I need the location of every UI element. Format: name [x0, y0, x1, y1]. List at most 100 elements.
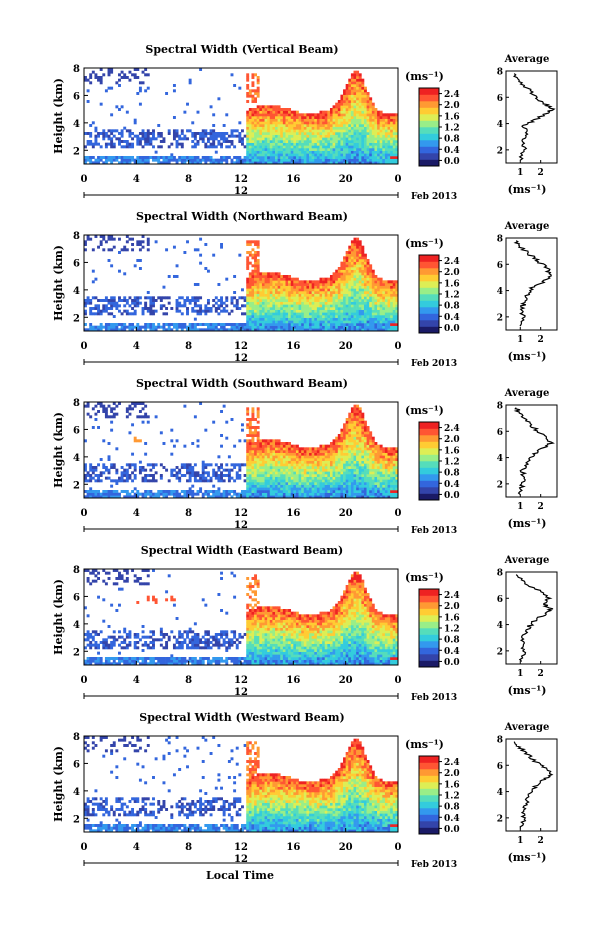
heatmap-cell: [267, 439, 271, 443]
heatmap-cell: [288, 142, 292, 146]
heatmap-cell: [248, 283, 252, 286]
heatmap-cell: [217, 323, 221, 326]
heatmap-cell: [311, 309, 315, 313]
heatmap-cell: [118, 476, 121, 480]
heatmap-cell: [295, 277, 299, 281]
heatmap-cell: [285, 463, 289, 467]
heatmap-cell: [246, 94, 250, 98]
heatmap-cell: [356, 328, 360, 332]
heatmap-cell: [230, 132, 234, 135]
heatmap-cell: [267, 156, 271, 159]
heatmap-cell: [311, 466, 315, 469]
heatmap-cell: [316, 317, 320, 321]
heatmap-cell: [261, 293, 265, 297]
heatmap-cell: [332, 116, 336, 119]
heatmap-cell: [390, 118, 394, 122]
heatmap-cell: [319, 142, 323, 146]
heatmap-cell: [275, 301, 278, 305]
heatmap-cell: [290, 113, 294, 117]
heatmap-cell: [94, 137, 98, 141]
heatmap-cell: [348, 110, 352, 114]
heatmap-cell: [91, 471, 95, 475]
heatmap-cell: [186, 490, 189, 493]
heatmap-cell: [178, 476, 182, 480]
heatmap-cell: [384, 132, 388, 135]
heatmap-cell: [395, 312, 399, 316]
heatmap-cell: [154, 240, 158, 244]
heatmap-cell: [248, 307, 252, 310]
heatmap-cell: [275, 129, 278, 133]
heatmap-cell: [246, 495, 250, 499]
heatmap-cell: [264, 142, 268, 146]
heatmap-cell: [246, 86, 250, 90]
heatmap-cell: [290, 315, 294, 318]
heatmap-cell: [350, 264, 354, 268]
heatmap-cell: [277, 307, 281, 310]
heatmap-cell: [335, 150, 339, 154]
heatmap-cell: [248, 240, 252, 244]
heatmap-cell: [128, 323, 132, 326]
heatmap-cell: [277, 320, 281, 324]
heatmap-cell: [303, 328, 307, 332]
heatmap-cell: [350, 121, 354, 125]
heatmap-cell: [136, 439, 140, 443]
heatmap-cell: [343, 304, 346, 308]
heatmap-cell: [369, 113, 373, 117]
heatmap-cell: [319, 121, 323, 125]
heatmap-cell: [387, 296, 391, 300]
heatmap-cell: [275, 275, 278, 278]
heatmap-cell: [248, 291, 252, 294]
heatmap-cell: [172, 132, 176, 135]
heatmap-cell: [178, 134, 182, 138]
heatmap-cell: [290, 471, 294, 475]
heatmap-cell: [369, 118, 373, 122]
heatmap-cell: [298, 484, 302, 488]
heatmap-cell: [366, 285, 370, 289]
heatmap-cell: [104, 415, 108, 419]
heatmap-cell: [395, 118, 399, 122]
heatmap-cell: [227, 455, 231, 459]
heatmap-cell: [303, 113, 307, 117]
heatmap-cell: [193, 158, 197, 162]
heatmap-cell: [256, 261, 260, 265]
heatmap-cell: [324, 304, 328, 308]
heatmap-cell: [361, 323, 365, 326]
heatmap-cell: [275, 323, 278, 326]
heatmap-cell: [269, 285, 273, 289]
heatmap-cell: [322, 466, 326, 469]
heatmap-cell: [358, 105, 362, 109]
heatmap-cell: [204, 132, 208, 135]
heatmap-cell: [324, 110, 328, 114]
heatmap-cell: [248, 280, 252, 284]
heatmap-cell: [110, 264, 114, 268]
heatmap-cell: [319, 158, 323, 162]
heatmap-cell: [212, 420, 216, 424]
heatmap-cell: [390, 148, 394, 151]
heatmap-cell: [261, 323, 265, 326]
heatmap-cell: [395, 126, 399, 130]
heatmap-cell: [254, 426, 257, 429]
heatmap-cell: [275, 105, 278, 109]
heatmap-cell: [209, 476, 213, 480]
heatmap-cell: [107, 68, 111, 71]
heatmap-cell: [309, 307, 312, 310]
heatmap-cell: [303, 484, 307, 488]
heatmap-cell: [350, 153, 354, 157]
heatmap-cell: [178, 492, 182, 496]
heatmap-cell: [298, 118, 302, 122]
heatmap-cell: [366, 261, 370, 265]
heatmap-cell: [350, 81, 354, 85]
heatmap-cell: [251, 248, 255, 252]
heatmap-cell: [144, 474, 148, 477]
heatmap-cell: [374, 148, 378, 151]
heatmap-cell: [209, 156, 213, 159]
heatmap-cell: [316, 129, 320, 133]
heatmap-cell: [217, 299, 221, 302]
heatmap-cell: [369, 315, 373, 318]
heatmap-cell: [384, 134, 388, 138]
heatmap-cell: [280, 156, 284, 159]
heatmap-cell: [144, 68, 148, 71]
heatmap-cell: [345, 94, 349, 98]
heatmap-cell: [322, 140, 326, 143]
heatmap-cell: [269, 275, 273, 278]
